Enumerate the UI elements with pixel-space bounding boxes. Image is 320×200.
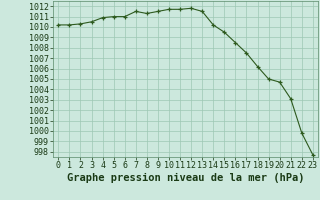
X-axis label: Graphe pression niveau de la mer (hPa): Graphe pression niveau de la mer (hPa) bbox=[67, 173, 304, 183]
